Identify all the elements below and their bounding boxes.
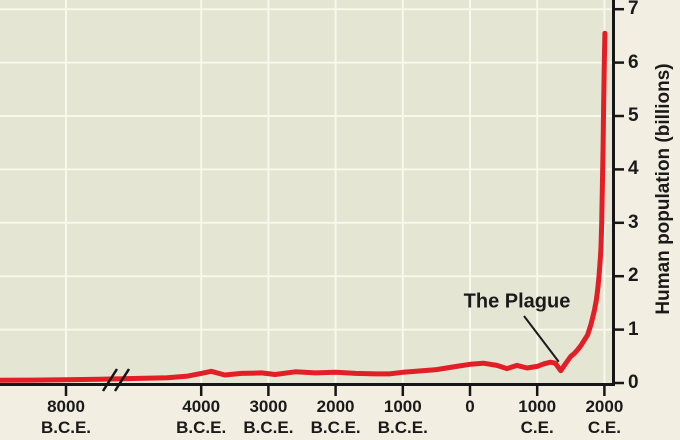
population-curve bbox=[0, 30, 608, 383]
axis-tick-marks bbox=[64, 7, 624, 396]
gridlines bbox=[0, 0, 612, 383]
plague-pointer-line bbox=[523, 315, 560, 363]
break-slash bbox=[101, 368, 119, 392]
axis-break-marks bbox=[101, 368, 131, 392]
plot-area bbox=[0, 0, 615, 386]
break-slash bbox=[113, 368, 131, 392]
